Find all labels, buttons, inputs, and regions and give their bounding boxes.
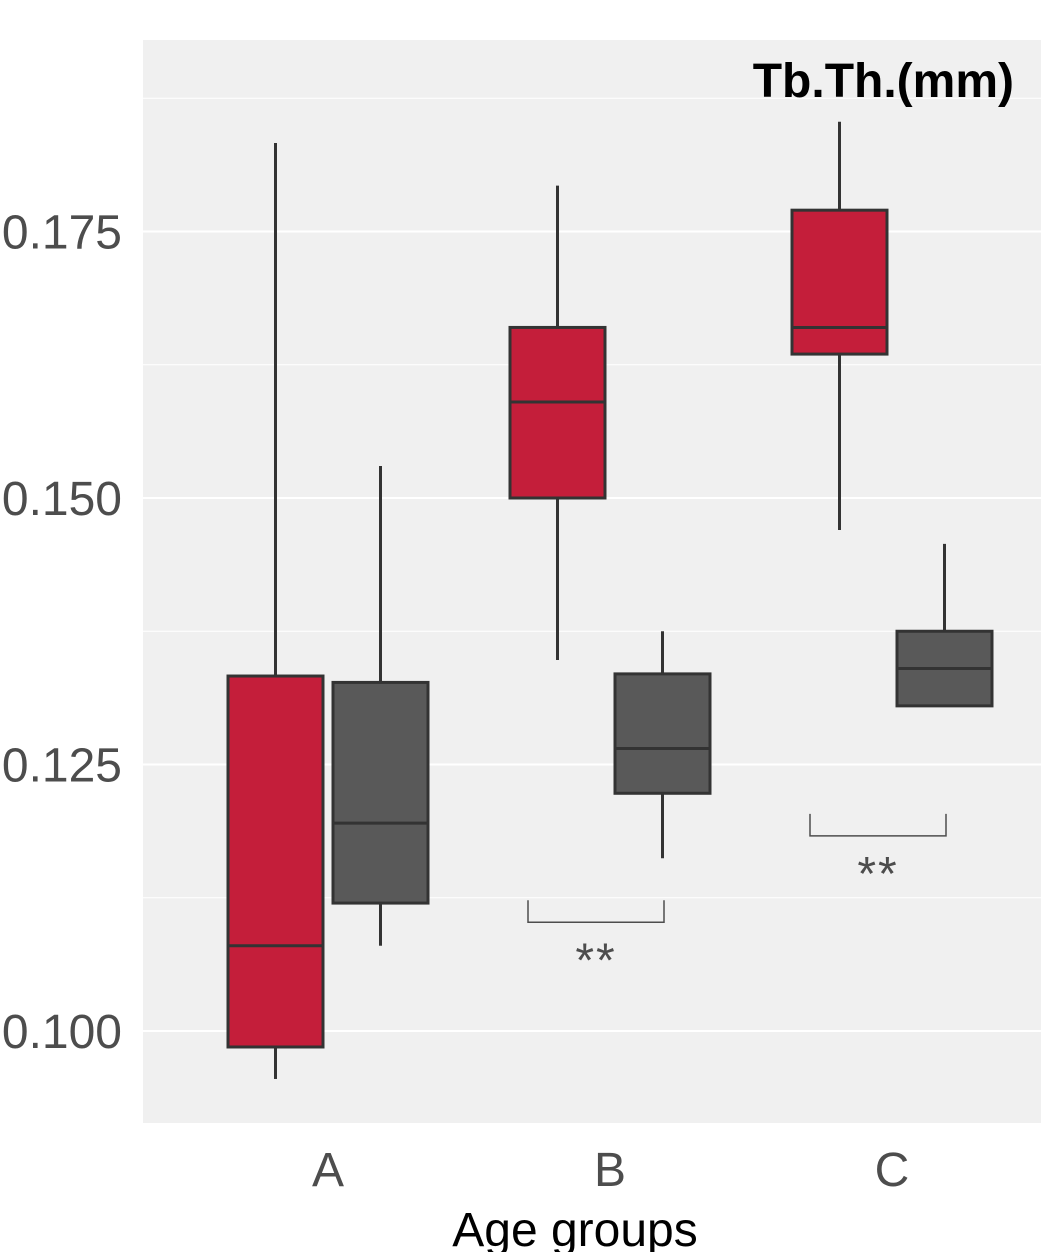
y-tick-label: 0.125 [2, 740, 122, 793]
y-tick-label: 0.175 [2, 207, 122, 260]
box-plot [226, 143, 325, 1079]
chart-title: Tb.Th.(mm) [753, 55, 1014, 108]
box-plot [613, 631, 712, 859]
box-plot [331, 466, 430, 946]
y-tick-label: 0.150 [2, 473, 122, 526]
x-axis-tick-labels: A B C [312, 1144, 909, 1197]
boxes [226, 121, 994, 1079]
x-tick-label: B [594, 1144, 626, 1197]
box-plot [895, 543, 994, 708]
x-tick-label: A [312, 1144, 344, 1197]
significance-bracket [527, 900, 665, 924]
y-axis-tick-labels: 0.100 0.125 0.150 0.175 [2, 207, 122, 1060]
significance-marker: ** [527, 900, 665, 987]
box-iqr [226, 674, 325, 1049]
box-iqr [613, 672, 712, 795]
box-iqr [508, 325, 607, 500]
significance-marker: ** [809, 813, 947, 901]
y-tick-label: 0.100 [2, 1006, 122, 1059]
x-tick-label: C [875, 1144, 910, 1197]
significance-label: ** [857, 848, 898, 901]
x-axis-label: Age groups [452, 1204, 698, 1252]
significance-bracket [809, 813, 947, 837]
significance-label: ** [575, 934, 616, 987]
box-iqr [790, 208, 889, 356]
box-iqr [331, 680, 430, 905]
box-plot [790, 121, 889, 530]
box-plot [508, 185, 607, 661]
significance-annotations: ** ** [527, 813, 947, 987]
